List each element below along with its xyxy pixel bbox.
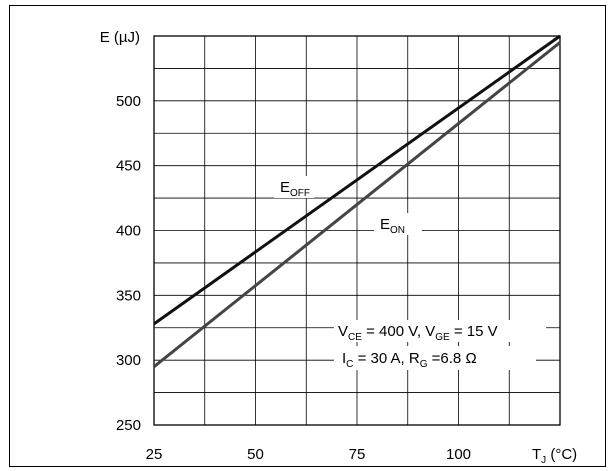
y-tick-label: 500 (116, 93, 141, 110)
cond-vce: V (338, 323, 348, 340)
eon-label-main: E (380, 216, 390, 233)
y-tick-label: 250 (116, 417, 141, 434)
eon-label: EON (380, 216, 405, 236)
eon-label-bg (374, 213, 422, 235)
cond-vge-sub: GE (435, 332, 450, 343)
x-tick-label: 100 (446, 446, 471, 463)
y-tick-label: 350 (116, 287, 141, 304)
cond-vce-val: = 400 V, (362, 323, 425, 340)
cond-rg: R (409, 350, 420, 367)
y-tick-label: 450 (116, 158, 141, 175)
eoff-label-bg (274, 176, 314, 198)
eon-label-sub: ON (390, 225, 405, 236)
series-line (153, 34, 561, 326)
x-tick-label: 25 (146, 446, 163, 463)
cond-rg-val: =6.8 Ω (428, 350, 477, 367)
eoff-label-main: E (280, 179, 290, 196)
x-tick-label: 75 (349, 446, 366, 463)
cond-ic-sub: C (346, 359, 353, 370)
x-axis-label-main: T (532, 446, 541, 463)
conditions-line1-bg (334, 320, 546, 342)
cond-vge-val: = 15 V (450, 323, 498, 340)
conditions-line2: IC = 30 A, RG =6.8 Ω (342, 350, 477, 370)
y-axis-label: E (µJ) (100, 29, 140, 46)
cond-vce-sub: CE (348, 332, 362, 343)
y-tick-label: 300 (116, 352, 141, 369)
tick-labels: 25 50 75 100 250 300 350 400 450 500 (116, 93, 471, 463)
cond-rg-sub: G (420, 359, 428, 370)
conditions-line2-bg (334, 346, 536, 370)
series-line (153, 41, 561, 368)
x-axis-label-unit: (°C) (546, 446, 577, 463)
cond-ic: I (342, 350, 346, 367)
cond-vge: V (425, 323, 435, 340)
y-tick-label: 400 (116, 223, 141, 240)
conditions-line1: VCE = 400 V, VGE = 15 V (338, 323, 498, 343)
x-tick-label: 50 (247, 446, 264, 463)
eoff-label-sub: OFF (290, 188, 310, 199)
x-axis-label: TJ (°C) (532, 446, 577, 466)
x-axis-label-sub: J (541, 455, 546, 466)
cond-ic-val: = 30 A, (353, 350, 408, 367)
series-layer (153, 34, 561, 368)
eoff-label: EOFF (280, 179, 310, 199)
chart-frame (9, 5, 606, 467)
